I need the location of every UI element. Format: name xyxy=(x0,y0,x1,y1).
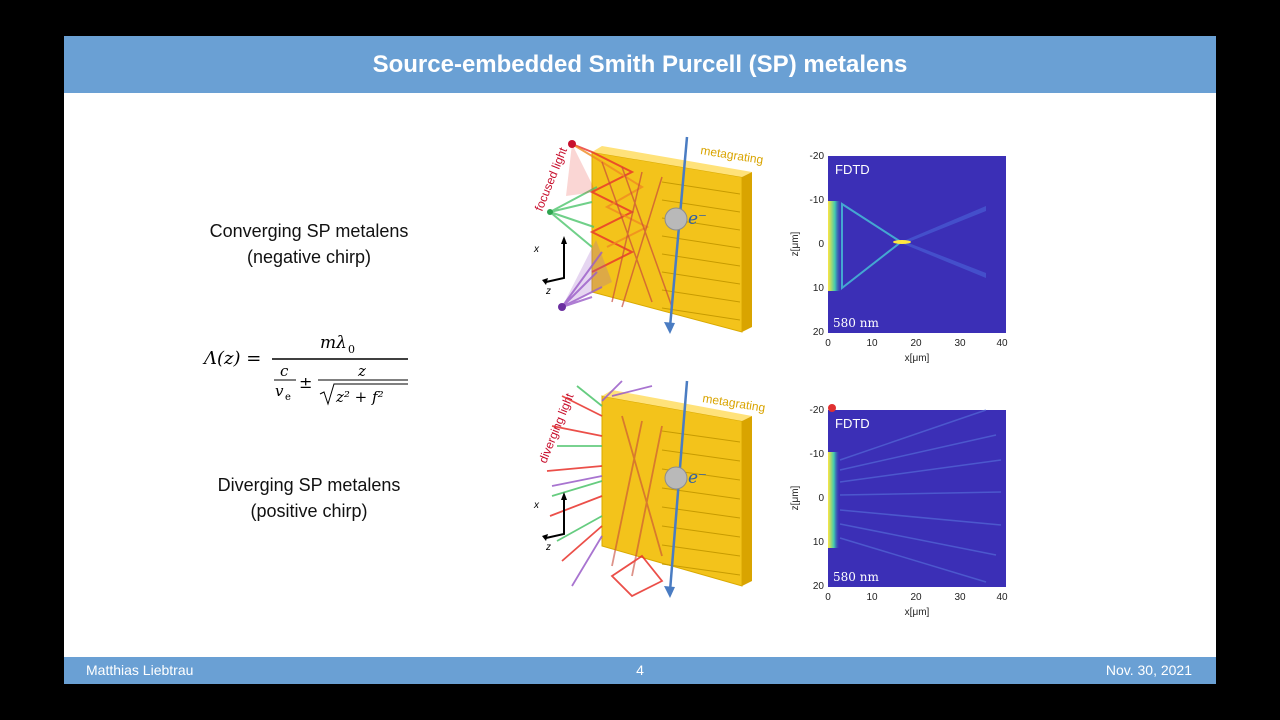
converging-line2: (negative chirp) xyxy=(246,247,372,267)
chirp-formula: Λ(z) = mλ 0 c v e ± z z² + f² xyxy=(202,333,408,406)
slide: Source-embedded Smith Purcell (SP) metal… xyxy=(64,36,1216,684)
light-label: diverging light xyxy=(536,391,577,466)
axis-z-label: z xyxy=(545,286,551,297)
plot-area xyxy=(828,156,1006,333)
plot-tag: FDTD xyxy=(835,162,870,177)
y-ticks: -20 -10 0 10 20 xyxy=(810,151,825,338)
x-ticks: 0 10 20 30 40 xyxy=(825,592,1008,603)
source-edge xyxy=(828,201,842,291)
light-label: focused light xyxy=(532,145,570,213)
axes-glyph xyxy=(545,500,565,539)
electron-label: e⁻ xyxy=(688,209,707,229)
electron-beam xyxy=(668,136,689,328)
wavelength-label: 580 nm xyxy=(833,316,879,330)
grating-lines xyxy=(661,430,741,576)
source-edge xyxy=(828,452,840,548)
y-tick: 0 xyxy=(818,239,824,250)
formula-z: z xyxy=(357,362,366,380)
x-tick: 20 xyxy=(910,338,922,349)
formula-pm: ± xyxy=(299,373,312,392)
formula-ve-sub: e xyxy=(285,392,291,403)
grating-label: metagrating xyxy=(700,143,765,167)
axis-x-label: x xyxy=(533,244,540,255)
focus-point-green xyxy=(547,209,553,215)
y-tick: 20 xyxy=(813,327,825,338)
formula-ve: v xyxy=(275,382,284,400)
x-tick: 20 xyxy=(910,592,922,603)
cursor-dot xyxy=(828,404,836,412)
x-tick: 10 xyxy=(866,338,878,349)
y-tick: 10 xyxy=(813,283,825,294)
x-ticks: 0 10 20 30 40 xyxy=(825,338,1008,349)
metagrating-block xyxy=(591,151,743,333)
diverging-line2: (positive chirp) xyxy=(250,501,368,521)
formula-numerator: mλ xyxy=(320,333,347,353)
metagrating-side xyxy=(742,172,752,332)
electron-sphere xyxy=(664,466,688,490)
x-axis-label: x[μm] xyxy=(905,607,930,618)
electron-label: e⁻ xyxy=(688,468,707,488)
focus-point-purple xyxy=(558,303,566,311)
formula-c: c xyxy=(280,362,289,380)
beam-arrowhead xyxy=(664,586,675,598)
formula-lhs: Λ(z) = xyxy=(202,348,261,369)
y-ticks: -20 -10 0 10 20 xyxy=(810,405,825,592)
diverging-rays xyxy=(546,380,664,598)
diverging-caption: Diverging SP metalens (positive chirp) xyxy=(184,472,434,524)
formula-numerator-sub: 0 xyxy=(348,343,355,356)
footer-page-number: 4 xyxy=(636,662,644,678)
y-axis-label: z[μm] xyxy=(790,485,801,510)
beam-arrowhead xyxy=(664,322,675,334)
converging-illustration: e⁻ metagrating focused light x z xyxy=(532,136,765,334)
focal-spot xyxy=(893,240,911,244)
focus-point-red xyxy=(568,140,576,148)
diverging-illustration: e⁻ metagrating diverging light x z xyxy=(533,380,766,598)
axes-glyph xyxy=(545,244,565,283)
formula-sqrt: z² + f² xyxy=(335,388,384,406)
converging-line1: Converging SP metalens xyxy=(209,221,409,241)
converging-beam xyxy=(841,202,903,291)
x-tick: 0 xyxy=(825,338,831,349)
plot-tag: FDTD xyxy=(835,416,870,431)
fdtd-plot-bottom: FDTD 580 nm -20 -10 0 10 20 0 10 20 30 4… xyxy=(790,404,1008,618)
title-bar: Source-embedded Smith Purcell (SP) metal… xyxy=(64,36,1216,93)
diverging-line1: Diverging SP metalens xyxy=(217,475,401,495)
slide-title: Source-embedded Smith Purcell (SP) metal… xyxy=(372,51,908,78)
y-tick: -20 xyxy=(810,405,825,416)
x-tick: 0 xyxy=(825,592,831,603)
light-rays xyxy=(549,143,673,308)
x-tick: 40 xyxy=(996,338,1008,349)
diverging-beam xyxy=(839,409,1002,583)
y-axis-label: z[μm] xyxy=(790,231,801,256)
fdtd-plot-top: FDTD 580 nm -20 -10 0 10 20 0 10 20 30 4… xyxy=(790,151,1008,364)
y-tick: 20 xyxy=(813,581,825,592)
metagrating-top xyxy=(592,146,752,177)
y-tick: -20 xyxy=(810,151,825,162)
footer-date: Nov. 30, 2021 xyxy=(1105,662,1192,678)
x-tick: 30 xyxy=(954,592,966,603)
y-tick: -10 xyxy=(810,195,825,206)
y-tick: 10 xyxy=(813,537,825,548)
x-tick: 10 xyxy=(866,592,878,603)
converging-caption: Converging SP metalens (negative chirp) xyxy=(184,218,434,270)
wavelength-label: 580 nm xyxy=(833,570,879,584)
x-tick: 40 xyxy=(996,592,1008,603)
axis-x-label: x xyxy=(533,500,540,511)
metagrating-top xyxy=(602,390,752,421)
axis-z-label: z xyxy=(545,542,551,553)
y-tick: -10 xyxy=(810,449,825,460)
x-axis-label: x[μm] xyxy=(905,353,930,364)
x-tick: 30 xyxy=(954,338,966,349)
electron-sphere xyxy=(664,207,688,231)
footer-author: Matthias Liebtrau xyxy=(86,662,194,678)
footer-bar: Matthias Liebtrau 4 Nov. 30, 2021 xyxy=(64,657,1216,684)
metagrating-side xyxy=(742,416,752,586)
y-tick: 0 xyxy=(818,493,824,504)
